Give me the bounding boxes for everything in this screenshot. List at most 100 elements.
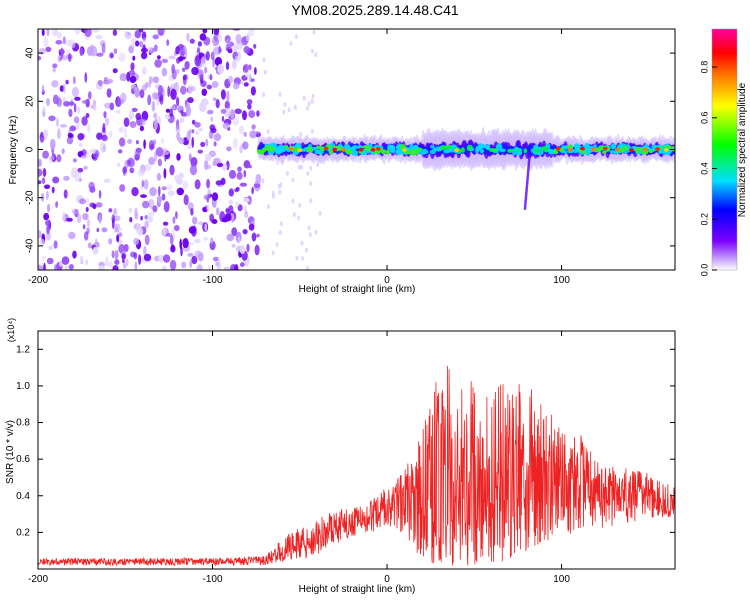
chart-title: YM08.2025.289.14.48.C41 <box>291 2 459 18</box>
spectrogram-noise-blob <box>204 223 207 232</box>
spectrogram-noise-blob <box>155 147 164 157</box>
spectrogram-noise-blob <box>179 117 185 123</box>
spectrogram-faint-speck <box>314 52 318 58</box>
spectrogram-noise-blob <box>239 262 245 267</box>
spectrogram-noise-blob <box>141 110 149 121</box>
spectrogram-noise-blob <box>232 137 239 149</box>
spectrogram-noise-blob <box>112 29 118 36</box>
spectrogram-noise-blob <box>156 195 163 203</box>
spectrogram-noise-blob <box>215 261 219 267</box>
spectrogram-noise-blob <box>194 250 202 259</box>
spectrogram-noise-blob <box>134 30 142 39</box>
spectrogram-noise-blob <box>206 205 211 212</box>
spectrogram-noise-blob <box>47 203 51 213</box>
spectrogram-noise-blob <box>249 130 257 139</box>
snr-xlabel: Height of straight line (km) <box>299 584 416 595</box>
spectrogram-noise-blob <box>56 31 63 39</box>
spectrogram-band-blue <box>483 148 487 155</box>
spectrogram-xtick-label: -100 <box>203 275 223 286</box>
spectrogram-noise-blob <box>242 141 249 150</box>
spectrogram-noise-blob <box>86 218 91 228</box>
spectrogram-noise-blob <box>243 131 247 137</box>
spectrogram-noise-blob <box>251 124 256 130</box>
spectrogram-faint-speck <box>297 164 301 170</box>
spectrogram-faint-speck <box>262 57 266 63</box>
spectrogram-noise-blob <box>38 264 42 270</box>
spectrogram-noise-blob <box>198 127 203 132</box>
spectrogram-noise-blob <box>251 232 257 242</box>
spectrogram-noise-blob <box>182 238 189 249</box>
spectrogram-noise-blob <box>243 46 250 54</box>
spectrogram-noise-blob <box>63 175 70 181</box>
spectrogram-band-cyan <box>548 149 554 154</box>
spectrogram-noise-blob <box>209 213 215 223</box>
spectrogram-band-green <box>665 145 672 149</box>
spectrogram-noise-blob <box>46 190 49 200</box>
spectrogram-noise-blob <box>106 88 112 98</box>
spectrogram-noise-blob <box>204 153 212 162</box>
spectrogram-noise-blob <box>243 82 249 87</box>
colorbar-ticks: 0.0 0.2 0.4 0.6 0.8 <box>699 61 717 276</box>
spectrogram-xtick-label: -200 <box>28 275 48 286</box>
spectrogram-noise-blob <box>85 197 90 205</box>
spectrogram-noise-blob <box>128 207 133 214</box>
spectrogram-noise-blob <box>217 34 223 42</box>
spectrogram-noise-blob <box>242 197 250 203</box>
spectrogram-noise-blob <box>180 85 187 95</box>
spectrogram-noise-blob <box>194 121 201 128</box>
spectrogram-faint-speck <box>314 229 318 235</box>
spectrogram-faint-speck <box>282 109 286 115</box>
spectrogram-noise-blob <box>77 167 84 173</box>
spectrogram-noise-blob <box>237 166 242 172</box>
spectrogram-noise-blob <box>84 231 89 241</box>
snr-xtick-label: -200 <box>28 574 48 585</box>
spectrogram-noise-blob <box>186 32 190 42</box>
spectrogram-noise-blob <box>154 59 162 68</box>
spectrogram-noise-blob <box>201 98 209 106</box>
spectrogram-noise-blob <box>175 125 181 133</box>
spectrogram-noise-blob <box>244 63 249 73</box>
spectrogram-noise-blob <box>157 158 162 167</box>
spectrogram-noise-blob <box>202 29 208 34</box>
spectrogram-faint-speck <box>261 178 265 184</box>
spectrogram-noise-blob <box>108 238 113 245</box>
spectrogram-noise-blob <box>54 264 57 270</box>
spectrogram-noise-blob <box>221 115 225 122</box>
spectrogram-noise-blob <box>190 157 198 167</box>
spectrogram-noise-blob <box>148 157 156 165</box>
spectrogram-faint-speck <box>281 160 284 165</box>
spectrogram-band-green <box>445 144 453 150</box>
spectrogram-hotspot <box>642 147 648 152</box>
spectrogram-band-green <box>512 149 518 156</box>
spectrogram-noise-blob <box>76 105 81 115</box>
spectrogram-band-green <box>530 148 536 153</box>
spectrogram-noise-blob <box>220 108 227 114</box>
spectrogram-noise-blob <box>244 211 249 219</box>
spectrogram-noise-blob <box>251 186 254 195</box>
spectrogram-noise-blob <box>223 266 230 270</box>
spectrogram-noise-blob <box>187 97 194 104</box>
spectrogram-noise-blob <box>191 129 195 134</box>
spectrogram-noise-blob <box>167 85 170 98</box>
spectrogram-noise-blob <box>225 208 229 214</box>
spectrogram-noise-blob <box>237 236 241 245</box>
spectrogram-noise-blob <box>56 117 59 127</box>
spectrogram-noise-blob <box>92 246 99 255</box>
spectrogram-noise-blob <box>175 68 180 75</box>
spectrogram-hotspot <box>663 148 669 152</box>
spectrogram-noise-blob <box>129 167 135 174</box>
spectrogram-noise-blob <box>77 133 85 141</box>
spectrogram-noise-blob <box>103 111 107 119</box>
spectrogram-faint-speck <box>301 256 305 262</box>
spectrogram-noise-blob <box>203 194 211 200</box>
spectrogram-noise-blob <box>119 184 126 192</box>
spectrogram-noise-blob <box>239 182 248 187</box>
spectrogram-noise-blob <box>242 110 247 121</box>
spectrogram-noise-blob <box>203 36 211 46</box>
spectrogram-noise-blob <box>67 132 73 139</box>
spectrogram-noise-blob <box>98 265 105 270</box>
spectrogram-noise-blob <box>101 134 108 142</box>
spectrogram-noise-blob <box>246 32 250 42</box>
spectrogram-noise-blob <box>129 75 137 83</box>
